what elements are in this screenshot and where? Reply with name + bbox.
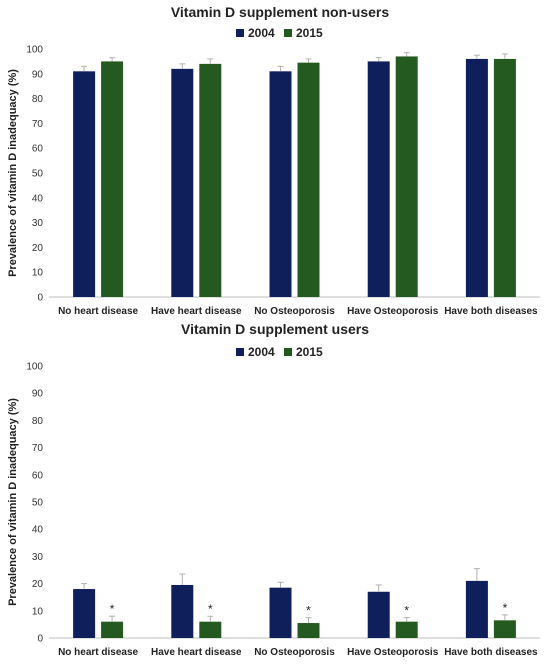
y-tick-label: 40: [32, 525, 44, 536]
x-category-label: Have both diseases: [444, 306, 538, 317]
y-axis-label: Prevalence of vitamin D inadequacy (%): [7, 398, 19, 606]
y-tick-label: 70: [32, 119, 44, 130]
chart-non-users: Vitamin D supplement non-users 2004 2015 Pr…: [7, 4, 540, 317]
bar-2015: [297, 623, 320, 638]
bar-2015: [297, 62, 320, 297]
bar-2015: [395, 56, 418, 297]
y-tick-label: 40: [32, 193, 44, 204]
significance-marker: *: [306, 604, 311, 618]
significance-marker: *: [503, 601, 508, 615]
chart-users: Vitamin D supplement users 2004 2015 Preval…: [7, 321, 540, 658]
bar-2015: [395, 621, 418, 638]
x-category-label: Have Osteoporosis: [347, 647, 439, 658]
legend-label-2015: 2015: [296, 26, 323, 40]
significance-marker: *: [404, 604, 409, 618]
bar-2015: [199, 63, 222, 297]
y-tick-label: 30: [32, 552, 44, 563]
bar-2004: [171, 584, 194, 638]
bar-2015: [101, 621, 124, 638]
x-category-label: No heart disease: [58, 647, 138, 658]
bar-2004: [465, 580, 488, 638]
x-category-label: No Osteoporosis: [254, 306, 335, 317]
bar-2015: [493, 620, 516, 638]
significance-marker: *: [110, 602, 115, 616]
y-tick-label: 100: [26, 362, 43, 373]
legend: 2004 2015: [236, 26, 323, 40]
y-tick-label: 60: [32, 470, 44, 481]
y-tick-label: 90: [32, 69, 44, 80]
y-tick-label: 80: [32, 416, 44, 427]
y-axis-label: Prevalence of vitamin D inadequacy (%): [7, 69, 19, 277]
y-tick-label: 100: [26, 45, 43, 56]
bar-2004: [73, 589, 96, 638]
x-category-label: No Osteoporosis: [254, 647, 335, 658]
bar-2015: [493, 58, 516, 297]
bar-2004: [171, 68, 194, 297]
chart-title: Vitamin D supplement non-users: [171, 4, 390, 20]
significance-marker: *: [208, 602, 213, 616]
legend-label-2015: 2015: [296, 345, 323, 359]
y-tick-label: 60: [32, 144, 44, 155]
legend-swatch-2004: [236, 348, 244, 356]
y-tick-label: 30: [32, 218, 44, 229]
y-tick-label: 20: [32, 579, 44, 590]
x-category-label: Have Osteoporosis: [347, 306, 439, 317]
y-tick-label: 10: [32, 606, 44, 617]
x-category-label: Have heart disease: [151, 647, 242, 658]
bar-2015: [199, 621, 222, 638]
bar-2004: [73, 71, 96, 297]
x-category-label: Have both diseases: [444, 647, 538, 658]
bar-2004: [269, 71, 292, 297]
y-tick-label: 0: [37, 634, 43, 645]
y-tick-label: 70: [32, 443, 44, 454]
chart-title: Vitamin D supplement users: [181, 321, 369, 337]
legend: 2004 2015: [236, 345, 323, 359]
y-tick-label: 20: [32, 243, 44, 254]
bar-2015: [101, 61, 124, 298]
y-tick-label: 90: [32, 389, 44, 400]
legend-swatch-2015: [284, 348, 292, 356]
y-tick-label: 50: [32, 498, 44, 509]
legend-swatch-2015: [284, 29, 292, 37]
y-tick-label: 0: [37, 293, 43, 304]
x-category-label: No heart disease: [58, 306, 138, 317]
legend-swatch-2004: [236, 29, 244, 37]
bar-2004: [367, 591, 390, 638]
x-category-label: Have heart disease: [151, 306, 242, 317]
bar-2004: [269, 587, 292, 638]
y-tick-label: 80: [32, 94, 44, 105]
legend-label-2004: 2004: [248, 26, 275, 40]
bar-2004: [465, 58, 488, 297]
y-tick-label: 10: [32, 268, 44, 279]
y-tick-label: 50: [32, 169, 44, 180]
bar-2004: [367, 61, 390, 298]
legend-label-2004: 2004: [248, 345, 275, 359]
